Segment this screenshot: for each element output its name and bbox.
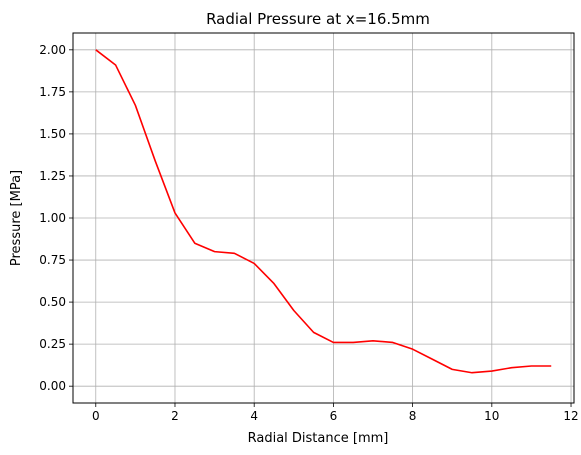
chart-title: Radial Pressure at x=16.5mm bbox=[206, 10, 430, 28]
y-tick-label: 2.00 bbox=[39, 43, 66, 57]
x-tick-label: 8 bbox=[409, 409, 417, 423]
series-line bbox=[95, 49, 552, 374]
x-axis-label: Radial Distance [mm] bbox=[248, 431, 389, 446]
series-group bbox=[95, 49, 552, 374]
y-axis-label: Pressure [MPa] bbox=[9, 170, 24, 266]
y-tick-label: 1.50 bbox=[39, 127, 66, 141]
y-tick-label: 0.50 bbox=[39, 295, 66, 309]
x-axis: 0 2 4 6 8 10 12 bbox=[92, 403, 579, 423]
x-tick-label: 12 bbox=[563, 409, 578, 423]
x-tick-label: 10 bbox=[484, 409, 499, 423]
y-tick-label: 0.00 bbox=[39, 379, 66, 393]
grid-lines bbox=[73, 33, 574, 403]
y-tick-label: 0.75 bbox=[39, 253, 66, 267]
y-tick-label: 1.25 bbox=[39, 169, 66, 183]
x-tick-label: 6 bbox=[330, 409, 338, 423]
x-tick-label: 4 bbox=[250, 409, 258, 423]
y-tick-label: 0.25 bbox=[39, 337, 66, 351]
y-tick-label: 1.75 bbox=[39, 85, 66, 99]
y-axis: 0.00 0.25 0.50 0.75 1.00 1.25 1.50 1.75 2.00 bbox=[39, 43, 73, 393]
x-tick-label: 2 bbox=[171, 409, 179, 423]
x-tick-label: 0 bbox=[92, 409, 100, 423]
y-tick-label: 1.00 bbox=[39, 211, 66, 225]
